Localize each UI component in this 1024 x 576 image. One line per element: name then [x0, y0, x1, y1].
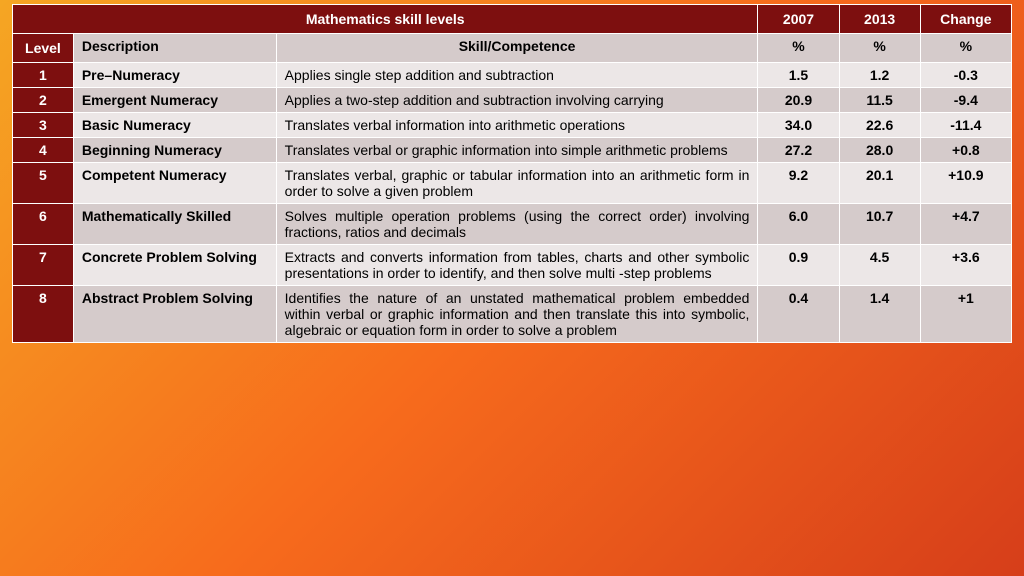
table-row: 8Abstract Problem SolvingIdentifies the … — [13, 286, 1012, 343]
header-skill: Skill/Competence — [276, 34, 758, 63]
header-2007: 2007 — [758, 5, 839, 34]
row-skill: Solves multiple operation problems (usin… — [276, 204, 758, 245]
row-2013: 1.4 — [839, 286, 920, 343]
row-skill: Translates verbal information into arith… — [276, 113, 758, 138]
header-change: Change — [920, 5, 1011, 34]
row-change: -0.3 — [920, 63, 1011, 88]
row-2007: 0.4 — [758, 286, 839, 343]
header-level: Level — [13, 34, 74, 63]
row-2013: 10.7 — [839, 204, 920, 245]
table-row: 3Basic NumeracyTranslates verbal informa… — [13, 113, 1012, 138]
row-desc: Competent Numeracy — [73, 163, 276, 204]
row-2013: 28.0 — [839, 138, 920, 163]
row-skill: Translates verbal or graphic information… — [276, 138, 758, 163]
header-description: Description — [73, 34, 276, 63]
row-desc: Basic Numeracy — [73, 113, 276, 138]
row-desc: Mathematically Skilled — [73, 204, 276, 245]
row-change: +0.8 — [920, 138, 1011, 163]
row-change: +10.9 — [920, 163, 1011, 204]
header-pct-2007: % — [758, 34, 839, 63]
table-header-row-2: Level Description Skill/Competence % % % — [13, 34, 1012, 63]
row-2007: 6.0 — [758, 204, 839, 245]
row-desc: Emergent Numeracy — [73, 88, 276, 113]
header-group: Mathematics skill levels — [13, 5, 758, 34]
row-change: -9.4 — [920, 88, 1011, 113]
row-skill: Extracts and converts information from t… — [276, 245, 758, 286]
table-body: 1Pre–NumeracyApplies single step additio… — [13, 63, 1012, 343]
row-desc: Beginning Numeracy — [73, 138, 276, 163]
row-2007: 27.2 — [758, 138, 839, 163]
row-2007: 34.0 — [758, 113, 839, 138]
row-2013: 1.2 — [839, 63, 920, 88]
row-level: 6 — [13, 204, 74, 245]
row-2013: 11.5 — [839, 88, 920, 113]
row-2007: 0.9 — [758, 245, 839, 286]
row-level: 4 — [13, 138, 74, 163]
math-skill-levels-table: Mathematics skill levels 2007 2013 Chang… — [12, 4, 1012, 343]
table-row: 5Competent NumeracyTranslates verbal, gr… — [13, 163, 1012, 204]
row-level: 7 — [13, 245, 74, 286]
row-2007: 20.9 — [758, 88, 839, 113]
row-change: +3.6 — [920, 245, 1011, 286]
row-change: +1 — [920, 286, 1011, 343]
row-2013: 22.6 — [839, 113, 920, 138]
row-level: 1 — [13, 63, 74, 88]
row-skill: Applies single step addition and subtrac… — [276, 63, 758, 88]
header-pct-change: % — [920, 34, 1011, 63]
row-2013: 20.1 — [839, 163, 920, 204]
row-level: 3 — [13, 113, 74, 138]
row-desc: Pre–Numeracy — [73, 63, 276, 88]
row-desc: Concrete Problem Solving — [73, 245, 276, 286]
row-level: 5 — [13, 163, 74, 204]
row-level: 2 — [13, 88, 74, 113]
row-level: 8 — [13, 286, 74, 343]
row-change: +4.7 — [920, 204, 1011, 245]
table-row: 6Mathematically SkilledSolves multiple o… — [13, 204, 1012, 245]
table-row: 2Emergent NumeracyApplies a two-step add… — [13, 88, 1012, 113]
row-skill: Applies a two-step addition and subtract… — [276, 88, 758, 113]
table-row: 4Beginning NumeracyTranslates verbal or … — [13, 138, 1012, 163]
row-skill: Translates verbal, graphic or tabular in… — [276, 163, 758, 204]
row-skill: Identifies the nature of an unstated mat… — [276, 286, 758, 343]
row-2007: 1.5 — [758, 63, 839, 88]
table-header-row-1: Mathematics skill levels 2007 2013 Chang… — [13, 5, 1012, 34]
header-pct-2013: % — [839, 34, 920, 63]
row-desc: Abstract Problem Solving — [73, 286, 276, 343]
row-change: -11.4 — [920, 113, 1011, 138]
row-2013: 4.5 — [839, 245, 920, 286]
table-row: 7Concrete Problem SolvingExtracts and co… — [13, 245, 1012, 286]
table-row: 1Pre–NumeracyApplies single step additio… — [13, 63, 1012, 88]
row-2007: 9.2 — [758, 163, 839, 204]
header-2013: 2013 — [839, 5, 920, 34]
